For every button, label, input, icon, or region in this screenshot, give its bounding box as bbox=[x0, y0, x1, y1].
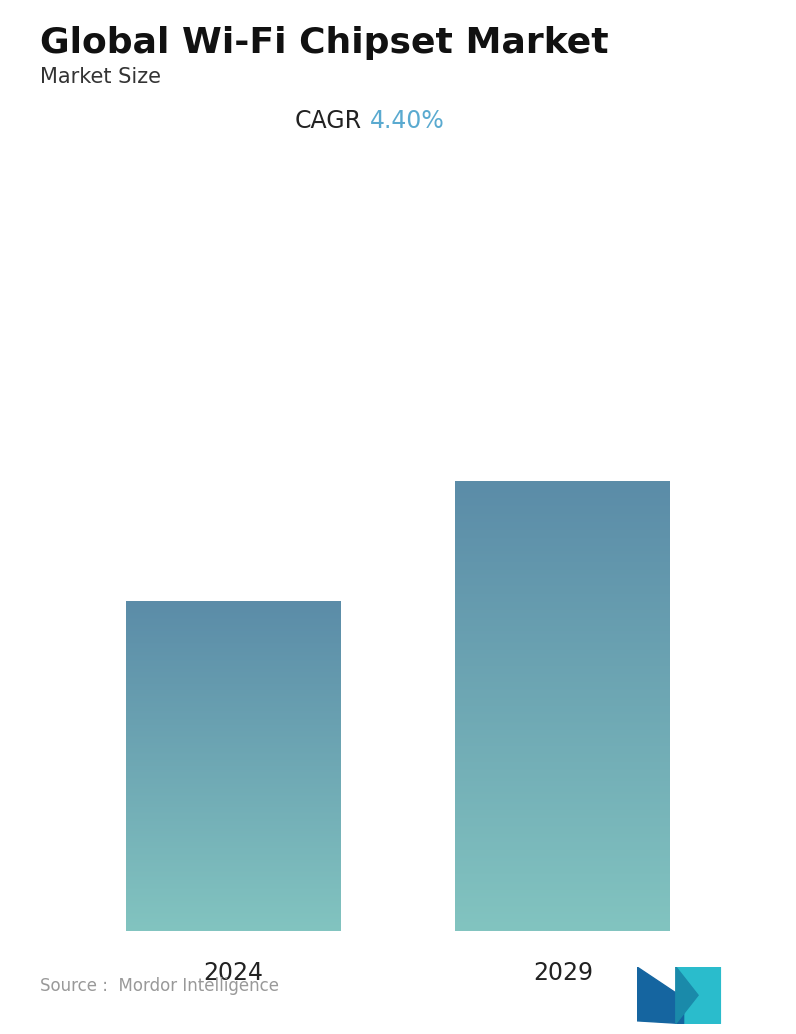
Text: 2029: 2029 bbox=[533, 961, 593, 984]
Text: 4.40%: 4.40% bbox=[370, 109, 445, 132]
Polygon shape bbox=[637, 967, 684, 1024]
Text: Market Size: Market Size bbox=[40, 67, 161, 87]
Text: Global Wi-Fi Chipset Market: Global Wi-Fi Chipset Market bbox=[40, 26, 608, 60]
Text: CAGR: CAGR bbox=[295, 109, 362, 132]
Polygon shape bbox=[676, 967, 720, 1024]
Text: Source :  Mordor Intelligence: Source : Mordor Intelligence bbox=[40, 977, 279, 995]
Polygon shape bbox=[676, 967, 698, 1024]
Text: 2024: 2024 bbox=[203, 961, 263, 984]
